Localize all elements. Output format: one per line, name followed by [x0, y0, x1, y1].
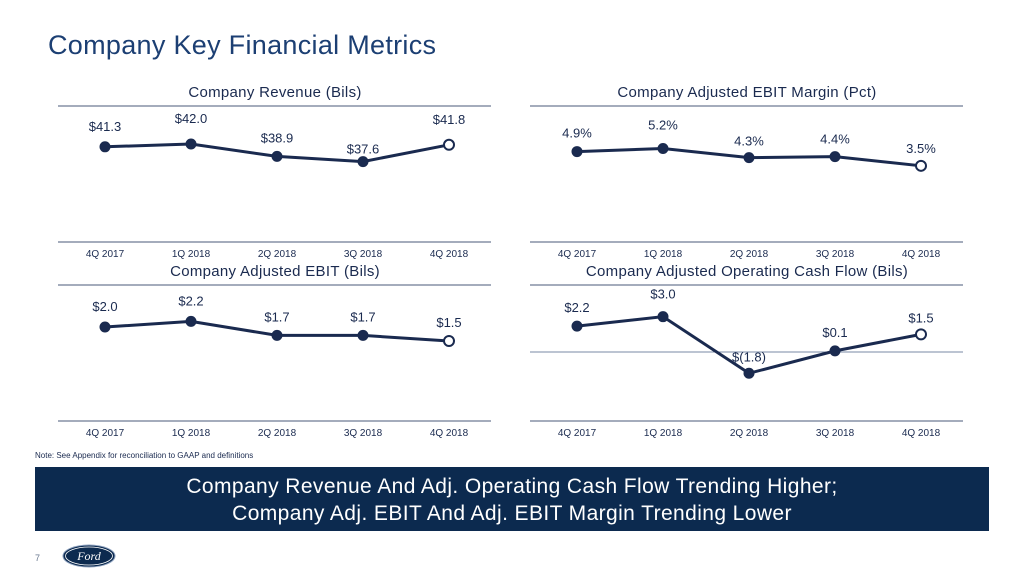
data-label: $1.7: [350, 309, 375, 324]
data-point: [443, 138, 455, 151]
chart-title: Company Adjusted EBIT Margin (Pct): [617, 84, 877, 101]
data-point: [657, 143, 669, 155]
data-label: $41.3: [89, 119, 122, 134]
x-tick-label: 2Q 2018: [730, 428, 769, 439]
footnote: Note: See Appendix for reconciliation to…: [35, 451, 254, 460]
data-label: $1.7: [264, 309, 289, 324]
ebit-margin-chart-svg: 4.9% 5.2% 4.3% 4.4% 3.5% 4Q 2017 1Q 2018 2Q 201…: [530, 105, 963, 260]
x-tick-label: 2Q 2018: [258, 428, 297, 439]
cash-flow-chart: Company Adjusted Operating Cash Flow (Bi…: [527, 263, 967, 443]
chart-title: Company Revenue (Bils): [188, 84, 362, 101]
x-tick-label: 4Q 2017: [86, 428, 125, 439]
logo-text: Ford: [76, 549, 102, 563]
data-point: [357, 156, 369, 168]
x-tick-label: 1Q 2018: [644, 428, 683, 439]
series-line: [576, 315, 922, 375]
summary-banner: Company Revenue And Adj. Operating Cash …: [35, 467, 989, 531]
data-label: $41.8: [433, 112, 466, 127]
data-point: [99, 321, 111, 333]
data-point: [357, 329, 369, 341]
ebit-chart-svg: $2.0 $2.2 $1.7 $1.7 $1.5 4Q 2017 1Q 2018 2Q 201…: [58, 284, 491, 439]
x-tick-label: 4Q 2017: [558, 428, 597, 439]
ebit-chart: Company Adjusted EBIT (Bils) $2.0 $2.2 $1.…: [55, 263, 495, 443]
x-tick-label: 3Q 2018: [816, 249, 855, 260]
banner-line-2: Company Adj. EBIT And Adj. EBIT Margin T…: [232, 502, 792, 525]
data-label: $1.5: [436, 315, 461, 330]
data-label: $37.6: [347, 142, 380, 157]
x-tick-label: 4Q 2018: [902, 428, 941, 439]
x-tick-label: 2Q 2018: [258, 249, 297, 260]
x-tick-label: 4Q 2017: [86, 249, 125, 260]
data-label: 3.5%: [906, 141, 936, 156]
data-label: $38.9: [261, 130, 294, 145]
chart-title: Company Adjusted Operating Cash Flow (Bi…: [585, 263, 909, 280]
data-point: [271, 150, 283, 162]
data-point: [829, 151, 841, 163]
data-point: [915, 159, 927, 172]
x-tick-label: 1Q 2018: [644, 249, 683, 260]
revenue-chart: Company Revenue (Bils) $41.3 $42.0 $38.9 $3…: [55, 84, 495, 264]
ford-logo: Ford: [62, 544, 116, 568]
data-label: $3.0: [650, 287, 675, 302]
revenue-chart-svg: $41.3 $42.0 $38.9 $37.6 $41.8 4Q 2017 1Q 2018 2…: [58, 105, 491, 260]
data-point: [443, 335, 455, 347]
x-tick-label: 1Q 2018: [172, 428, 211, 439]
chart-title: Company Adjusted EBIT (Bils): [170, 263, 380, 280]
data-label: $2.2: [564, 300, 589, 315]
data-label: 4.3%: [734, 134, 764, 149]
data-point: [915, 328, 927, 341]
x-tick-label: 4Q 2017: [558, 249, 597, 260]
data-label: 5.2%: [648, 118, 678, 133]
data-label: 4.4%: [820, 132, 850, 147]
data-label: $2.2: [178, 293, 203, 308]
page-title: Company Key Financial Metrics: [48, 30, 437, 60]
data-label: 4.9%: [562, 126, 592, 141]
data-point: [743, 367, 755, 379]
data-point: [829, 345, 841, 357]
x-tick-label: 3Q 2018: [816, 428, 855, 439]
x-tick-label: 1Q 2018: [172, 249, 211, 260]
banner-line-1: Company Revenue And Adj. Operating Cash …: [186, 475, 838, 498]
data-point: [657, 311, 669, 323]
x-tick-label: 4Q 2018: [430, 428, 469, 439]
data-point: [185, 138, 197, 150]
page-number: 7: [35, 553, 41, 563]
x-tick-label: 3Q 2018: [344, 428, 383, 439]
data-label: $(1.8): [732, 349, 766, 364]
ebit-margin-chart: Company Adjusted EBIT Margin (Pct) 4.9% 5…: [527, 84, 967, 264]
data-point: [99, 141, 111, 153]
cash-flow-chart-svg: $2.2 $3.0 $(1.8) $0.1 $1.5 4Q 2017 1Q 2018 2Q 2…: [530, 284, 963, 439]
data-point: [271, 329, 283, 341]
data-label: $0.1: [822, 325, 847, 340]
x-tick-label: 2Q 2018: [730, 249, 769, 260]
data-point: [743, 152, 755, 164]
data-label: $42.0: [175, 111, 208, 126]
x-tick-label: 4Q 2018: [430, 249, 469, 260]
data-point: [185, 315, 197, 327]
data-point: [571, 146, 583, 158]
x-tick-label: 4Q 2018: [902, 249, 941, 260]
data-point: [571, 320, 583, 332]
data-label: $1.5: [908, 310, 933, 325]
x-tick-label: 3Q 2018: [344, 249, 383, 260]
data-label: $2.0: [92, 299, 117, 314]
